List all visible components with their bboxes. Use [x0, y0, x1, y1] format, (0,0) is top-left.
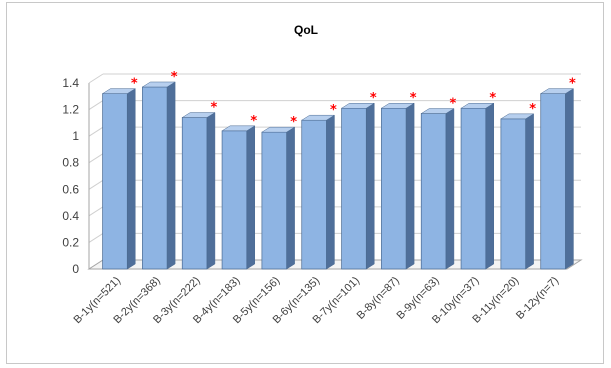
bar-top: [420, 108, 455, 114]
y-tick-label: 0.8: [62, 156, 79, 170]
bar: [181, 112, 216, 270]
bar-top: [261, 126, 296, 133]
significance-star: *: [131, 77, 138, 92]
significance-star: *: [290, 115, 297, 130]
bar: [539, 88, 575, 270]
significance-star: *: [450, 97, 457, 112]
bar: [460, 102, 495, 270]
significance-star: *: [569, 77, 576, 92]
significance-star: *: [489, 91, 496, 106]
bar-side: [565, 88, 574, 270]
bar-front: [460, 107, 487, 270]
bar-top: [300, 114, 336, 121]
bar: [261, 126, 296, 270]
chart-title: QoL: [294, 23, 318, 37]
bar-side: [166, 81, 176, 270]
bar-side: [246, 125, 256, 270]
bar-side: [525, 113, 534, 270]
chart-frame: QoL 0 0.2 0.4 0.6 0.8 1 1.2 1.4 * * * * * * * * * * * * B-…: [6, 2, 604, 364]
gridline-side: [88, 179, 104, 190]
significance-markers: * * * * * * * * * * * *: [131, 70, 576, 130]
y-tick-label: 0: [72, 262, 79, 276]
significance-star: *: [370, 91, 377, 106]
bars: [101, 81, 575, 270]
bar-top: [101, 88, 137, 94]
bar-side: [326, 114, 335, 270]
gridline-side: [88, 153, 104, 164]
significance-star: *: [250, 114, 257, 129]
bar-side: [405, 102, 415, 270]
bar-front: [181, 117, 208, 270]
bar-front: [420, 113, 447, 270]
bar: [141, 81, 176, 270]
y-tick-label: 0.6: [62, 182, 79, 196]
bar-side: [286, 126, 295, 270]
bar-front: [261, 131, 287, 270]
bar-side: [127, 88, 136, 270]
significance-star: *: [529, 102, 536, 117]
y-axis: 0 0.2 0.4 0.6 0.8 1 1.2 1.4: [62, 76, 79, 276]
bar-side: [485, 102, 495, 270]
bar-top: [460, 102, 495, 109]
bar-side: [366, 102, 375, 270]
gridline-side: [88, 100, 104, 110]
x-axis: B-1y(n=521)B-2y(n=368)B-3y(n=222)B-4y(n=…: [72, 275, 562, 327]
bar-front: [301, 119, 327, 270]
bar-top: [181, 112, 216, 118]
bar-top: [141, 81, 176, 88]
y-tick-label: 1.2: [62, 103, 79, 117]
bar-front: [341, 107, 367, 270]
y-tick-label: 1: [72, 129, 79, 143]
bar-top: [500, 113, 535, 120]
gridline-side: [88, 206, 104, 217]
bar-top: [380, 102, 415, 109]
bar-front: [500, 118, 526, 270]
bar-front: [102, 93, 128, 270]
bar-front: [540, 93, 566, 270]
gridline-side: [88, 126, 104, 137]
bar-top: [221, 125, 256, 132]
bar-front: [142, 86, 168, 270]
significance-star: *: [410, 91, 417, 106]
y-tick-label: 0.4: [62, 209, 79, 223]
bar: [500, 113, 535, 270]
bar: [420, 108, 455, 270]
gridline-side: [88, 233, 104, 243]
bar-top: [340, 102, 376, 109]
bar-side: [206, 112, 216, 270]
bar: [380, 102, 415, 270]
y-tick-label: 0.2: [62, 235, 79, 249]
x-tick-label: B-12y(n=7): [514, 275, 561, 322]
significance-star: *: [330, 103, 337, 118]
bar-front: [381, 107, 407, 270]
bar-front: [221, 130, 248, 270]
bar: [101, 88, 137, 270]
bar-top: [539, 88, 575, 94]
bar: [221, 125, 256, 270]
y-tick-label: 1.4: [62, 76, 79, 90]
significance-star: *: [211, 101, 218, 116]
bar: [340, 102, 376, 270]
significance-star: *: [171, 70, 178, 85]
bar: [300, 114, 336, 270]
bar-side: [445, 108, 455, 270]
gridline-side: [88, 73, 104, 84]
bar-chart: QoL 0 0.2 0.4 0.6 0.8 1 1.2 1.4 * * * * * * * * * * * * B-…: [62, 23, 583, 327]
